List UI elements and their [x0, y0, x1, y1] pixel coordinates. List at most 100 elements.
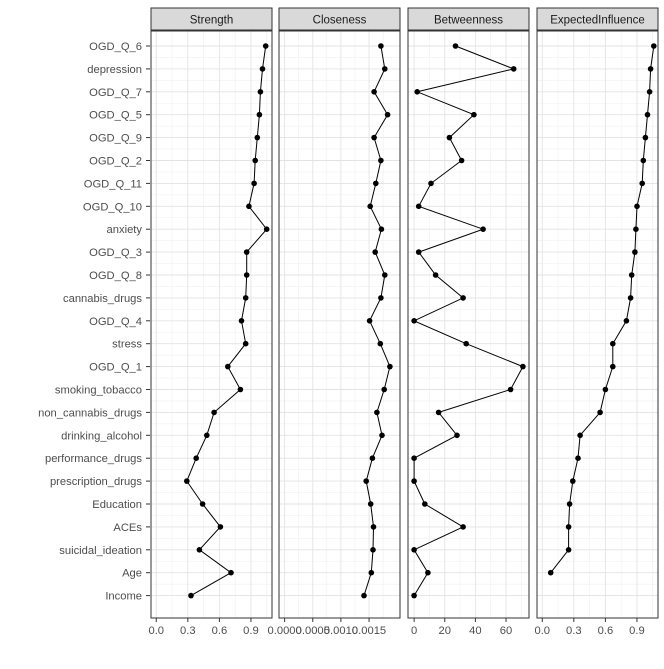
data-point	[411, 592, 417, 599]
data-point	[361, 592, 367, 599]
panel-border	[407, 30, 530, 619]
y-tick-label: OGD_Q_3	[89, 247, 142, 259]
data-point	[225, 363, 231, 370]
x-tick-label: 0.0015	[352, 625, 386, 637]
data-point	[371, 89, 377, 95]
data-point	[257, 89, 264, 95]
data-point	[646, 89, 653, 95]
facet-strip	[536, 7, 659, 31]
data-point	[228, 569, 234, 576]
y-tick-label: cannabis_drugs	[63, 293, 142, 305]
data-point	[628, 272, 635, 278]
data-point	[196, 547, 203, 553]
panel-background	[537, 31, 658, 618]
panel-border	[150, 30, 273, 619]
data-point	[243, 272, 250, 278]
data-point	[633, 226, 639, 232]
x-tick-label: 0.6	[598, 625, 614, 637]
data-point	[382, 272, 388, 278]
data-point	[415, 203, 422, 210]
data-point	[575, 455, 581, 462]
data-point	[379, 432, 385, 439]
y-tick-label: OGD_Q_10	[83, 201, 142, 213]
data-point	[382, 66, 388, 72]
data-point	[372, 249, 379, 255]
y-tick-label: OGD_Q_9	[89, 133, 142, 145]
data-point	[452, 43, 459, 49]
y-tick-label: OGD_Q_6	[89, 41, 142, 53]
data-point	[384, 111, 391, 118]
x-tick-label: 0.3	[566, 625, 582, 637]
data-point	[602, 386, 609, 393]
facet-title: Strength	[190, 15, 233, 27]
data-point	[610, 363, 616, 370]
data-point	[199, 501, 206, 507]
y-tick-label: OGD_Q_2	[89, 156, 142, 168]
x-tick-label: 20	[439, 625, 451, 637]
y-tick-label: non_cannabis_drugs	[38, 407, 142, 419]
y-tick-label: Income	[105, 591, 142, 603]
y-tick-label: smoking_tobacco	[55, 385, 142, 397]
data-point	[651, 43, 657, 49]
data-point	[370, 547, 376, 553]
x-tick-label: 0.0	[534, 625, 550, 637]
data-point	[414, 89, 421, 95]
data-point	[378, 295, 384, 301]
facet-title: Closeness	[313, 15, 367, 27]
y-tick-label: stress	[112, 339, 142, 351]
y-tick-label: drinking_alcohol	[61, 430, 142, 442]
y-tick-label: depression	[87, 64, 142, 76]
series-line	[550, 45, 655, 574]
y-tick-label: Education	[92, 499, 142, 511]
data-point	[547, 569, 554, 576]
panel-border	[536, 30, 659, 619]
x-tick-label: 0.0	[148, 625, 164, 637]
x-tick-label: 0.3	[180, 625, 196, 637]
facet-title: Betweenness	[434, 15, 503, 27]
data-point	[458, 157, 465, 164]
x-tick-label: 0.0005	[296, 625, 330, 637]
facet-strip	[407, 7, 530, 31]
y-tick-label: OGD_Q_5	[89, 110, 142, 122]
data-point	[425, 569, 431, 576]
facet-strength: Strength 0.0 0.3 0.6 0.9	[148, 7, 273, 637]
data-point	[252, 157, 258, 164]
y-tick-label: prescription_drugs	[50, 476, 142, 488]
data-point	[184, 478, 190, 484]
data-point	[454, 432, 460, 439]
y-tick-label: OGD_Q_8	[89, 270, 142, 282]
data-point	[370, 524, 377, 530]
data-point	[642, 134, 649, 141]
data-point	[251, 180, 257, 187]
data-point	[566, 501, 573, 507]
data-point	[211, 409, 217, 416]
data-point	[263, 226, 270, 232]
data-point	[367, 203, 374, 210]
data-point	[368, 569, 375, 576]
data-point	[371, 134, 377, 141]
data-point	[369, 455, 376, 462]
data-point	[446, 134, 453, 141]
data-point	[422, 501, 428, 507]
facet-strip	[278, 7, 401, 31]
data-point	[432, 272, 439, 278]
data-point	[577, 432, 583, 439]
data-point	[254, 134, 261, 141]
data-point	[460, 295, 466, 301]
y-tick-label: OGD_Q_7	[89, 87, 142, 99]
panel-background	[408, 31, 529, 618]
data-point	[647, 66, 654, 72]
data-point	[597, 409, 603, 416]
data-point	[415, 249, 422, 255]
y-tick-label: anxiety	[107, 224, 143, 236]
x-tick-label: 40	[469, 625, 481, 637]
data-point	[411, 455, 417, 462]
data-point	[570, 478, 576, 484]
facet-strip	[150, 7, 273, 31]
data-point	[411, 318, 417, 324]
data-point	[217, 524, 224, 530]
facet-title: ExpectedInfluence	[550, 15, 645, 27]
data-point	[639, 180, 645, 187]
data-point	[435, 409, 442, 416]
